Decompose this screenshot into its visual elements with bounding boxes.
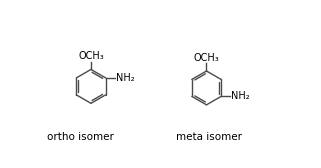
Text: NH₂: NH₂: [116, 73, 134, 83]
Text: NH₂: NH₂: [231, 91, 250, 101]
Text: meta isomer: meta isomer: [176, 132, 242, 142]
Text: ortho isomer: ortho isomer: [47, 132, 114, 142]
Text: OCH₃: OCH₃: [194, 53, 219, 62]
Text: OCH₃: OCH₃: [78, 51, 104, 61]
